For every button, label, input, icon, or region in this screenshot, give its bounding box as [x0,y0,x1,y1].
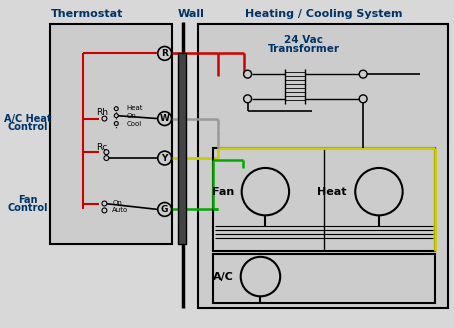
Bar [198,24,448,308]
Text: On: On [126,113,136,119]
Circle shape [359,95,367,103]
Circle shape [102,208,107,213]
Text: 24 Vac: 24 Vac [284,34,323,45]
Circle shape [359,70,367,78]
Text: Y: Y [162,154,168,163]
Circle shape [114,122,118,126]
Circle shape [355,168,403,215]
Circle shape [104,150,109,154]
Text: Heating / Cooling System: Heating / Cooling System [245,9,402,19]
Text: Thermostat: Thermostat [50,9,123,19]
Text: Fan: Fan [18,195,37,205]
Circle shape [102,116,107,121]
Text: On: On [112,199,122,206]
Text: Cool: Cool [126,120,141,127]
Text: Transformer: Transformer [268,45,340,54]
Bar [50,24,172,244]
Text: Control: Control [7,203,48,214]
Text: Rc: Rc [97,143,108,152]
Circle shape [104,155,109,160]
Circle shape [244,95,252,103]
Text: G: G [161,205,168,214]
Circle shape [158,112,172,126]
Text: Heat: Heat [126,105,143,111]
Bar [213,254,435,303]
Text: Fan: Fan [212,187,234,197]
Text: A/C: A/C [213,272,234,281]
Circle shape [114,107,118,111]
Circle shape [241,257,280,296]
Text: R: R [161,49,168,58]
Circle shape [244,70,252,78]
Circle shape [114,113,118,117]
Circle shape [158,47,172,60]
Circle shape [102,201,107,206]
Text: A/C Heat: A/C Heat [4,113,51,124]
Text: Rh: Rh [97,108,109,117]
Text: Wall: Wall [178,9,205,19]
Text: Heat: Heat [317,187,346,197]
Circle shape [158,202,172,216]
Circle shape [242,168,289,215]
Bar [178,53,187,244]
Text: W: W [160,114,170,123]
Text: Control: Control [7,122,48,133]
Circle shape [158,151,172,165]
Text: Auto: Auto [112,207,128,214]
Bar [213,148,435,251]
